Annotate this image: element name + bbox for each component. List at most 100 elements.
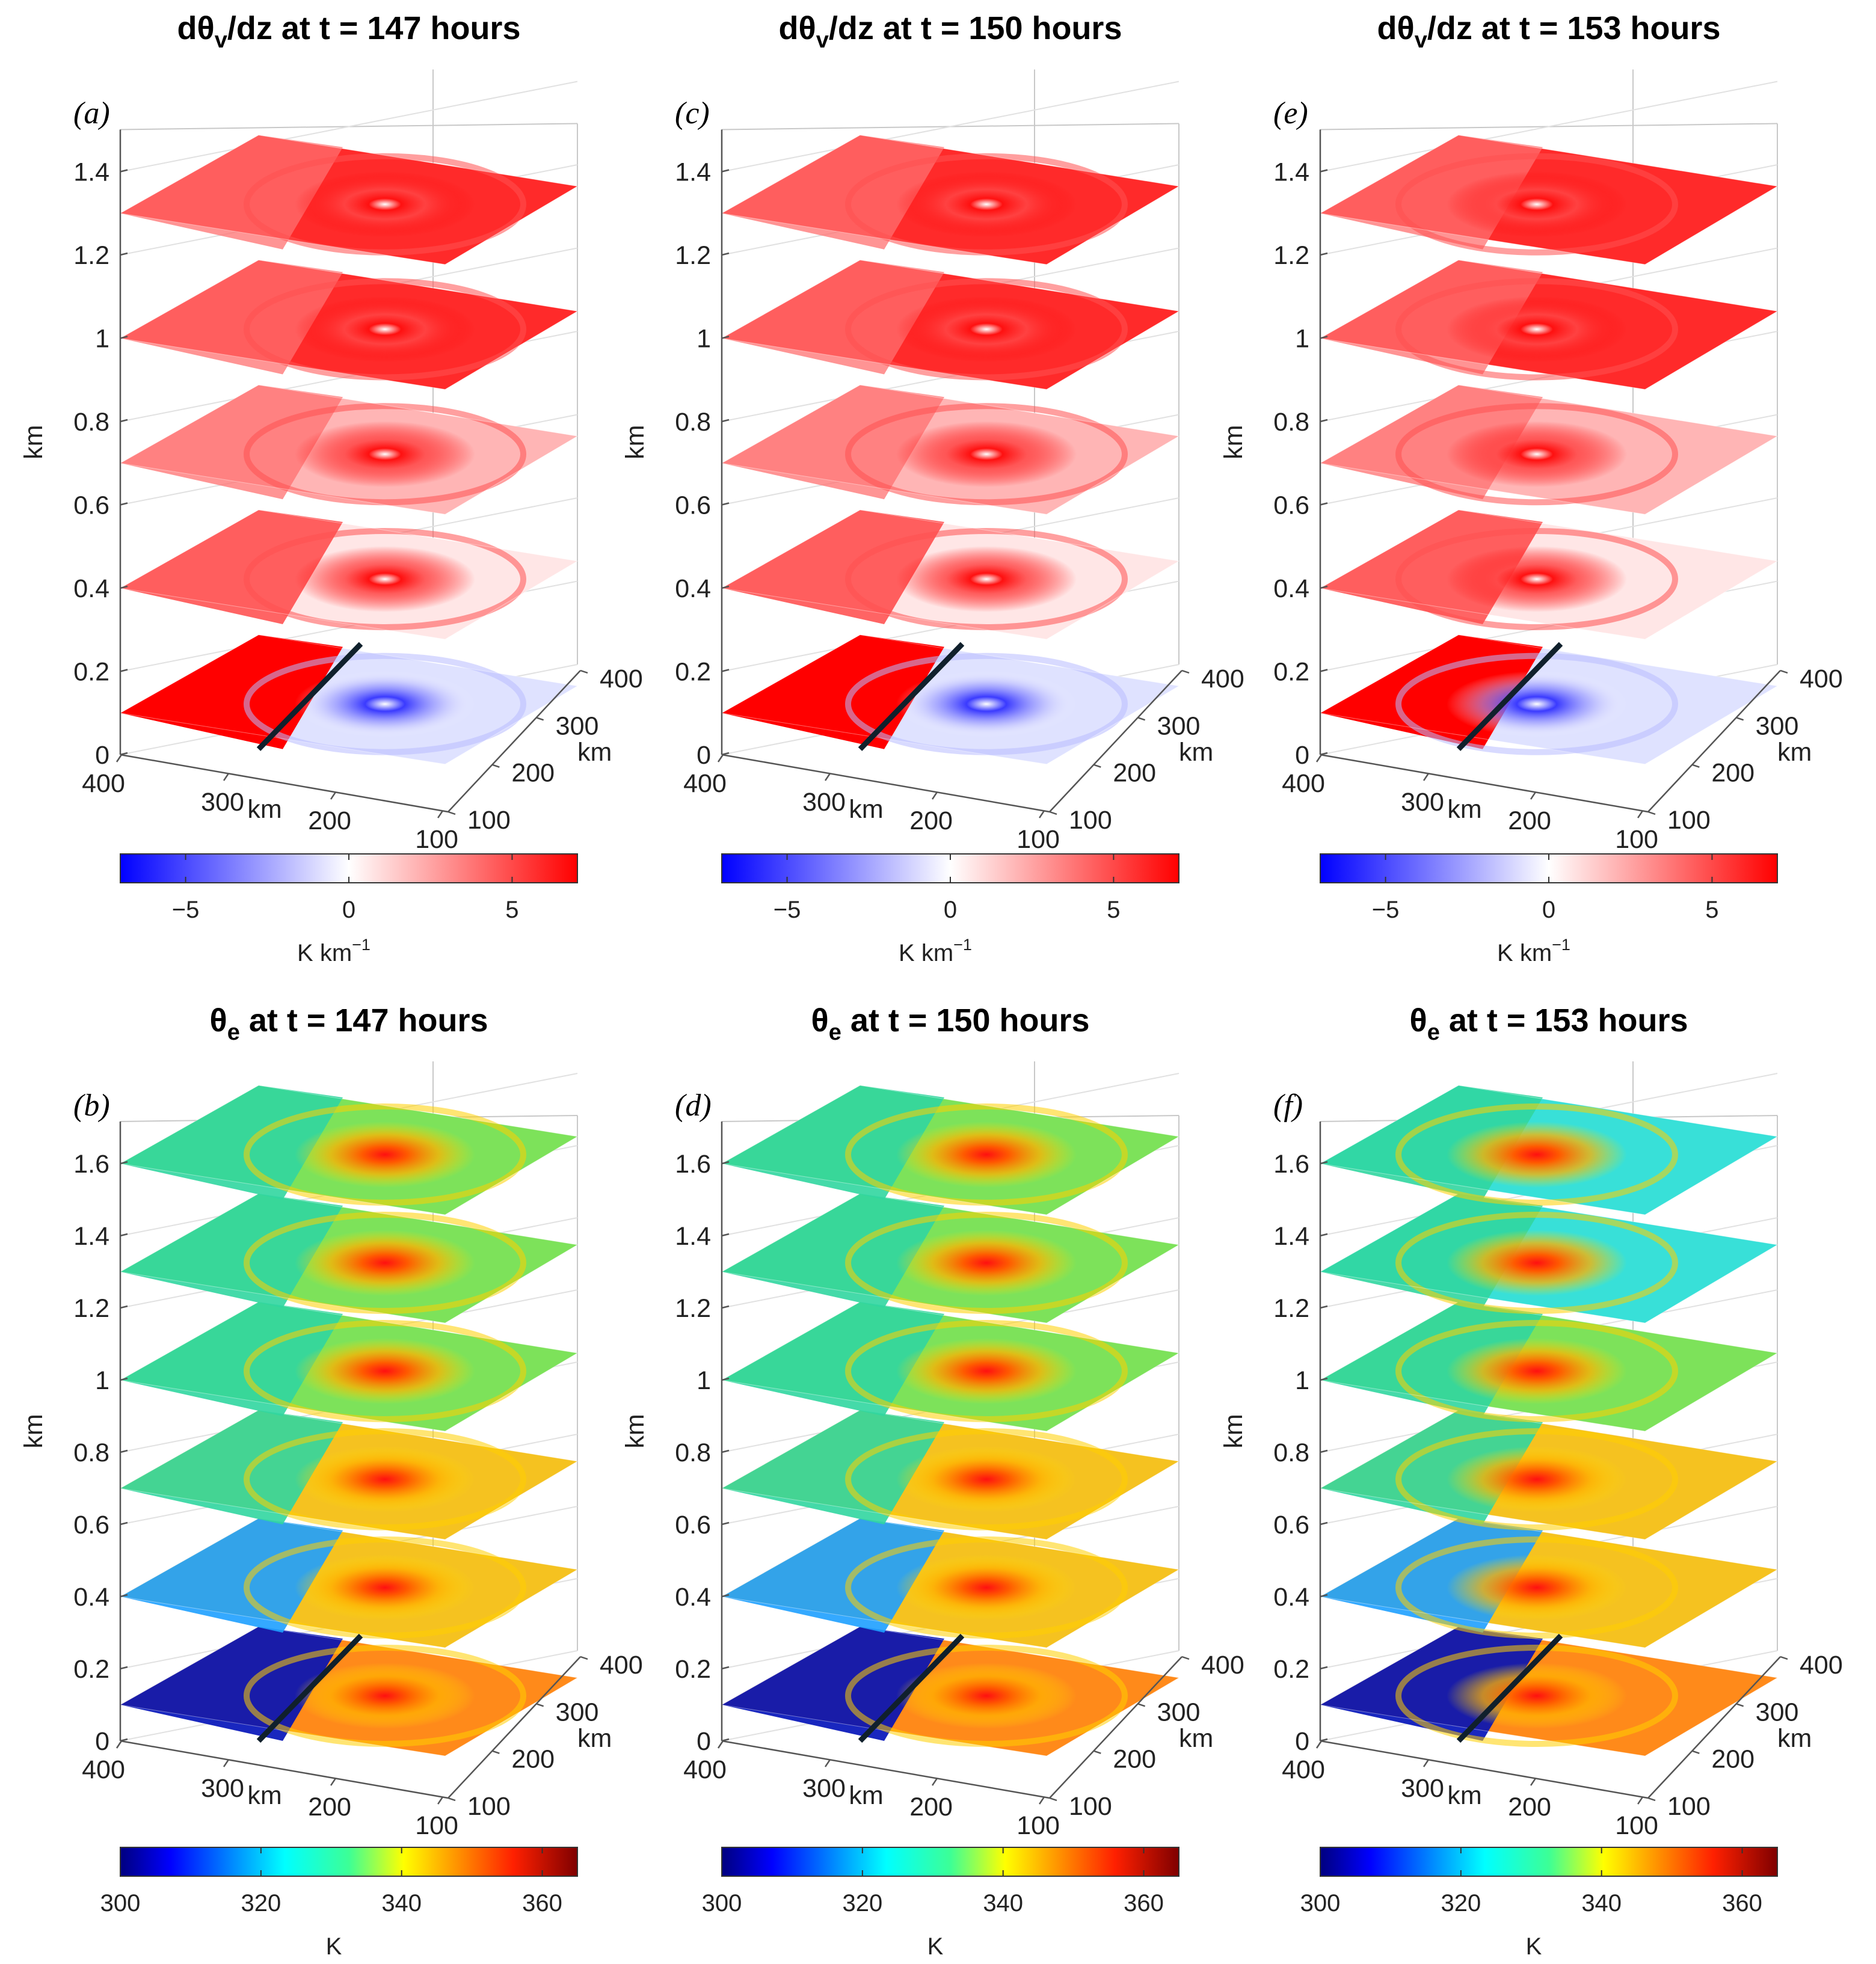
slice-1.3km <box>119 1193 579 1324</box>
x-tick-label: 400 <box>1282 769 1325 798</box>
slice-1.3km <box>1319 1193 1779 1324</box>
z-tick-label: 0.8 <box>73 408 109 437</box>
z-tick-label: 0 <box>697 741 711 770</box>
y-tick-label: 400 <box>600 1651 643 1680</box>
colorbar-tick-label: 320 <box>842 1890 882 1916</box>
vortex-core <box>295 421 475 488</box>
slice-1km <box>119 259 579 390</box>
vortex-core <box>1447 171 1627 238</box>
spiral-band <box>1395 1536 1678 1639</box>
slice-1.6km <box>1319 1085 1779 1215</box>
colorbar-tick-label: 320 <box>241 1890 281 1916</box>
y-tick-label: 200 <box>1113 759 1156 788</box>
slice-sector <box>120 385 343 500</box>
slice-0.7km <box>119 1410 579 1540</box>
y-tick-label: 400 <box>1201 664 1244 693</box>
z-tick-label: 0 <box>1295 1727 1309 1756</box>
panel-letter: (f) <box>1273 1088 1303 1123</box>
z-tick-label: 1 <box>697 1366 711 1395</box>
z-tick-label: 1.4 <box>675 158 711 187</box>
z-tick-label: 0.8 <box>73 1438 109 1467</box>
spiral-band <box>845 403 1128 506</box>
slices <box>1319 135 1779 765</box>
spiral-band <box>244 1212 526 1314</box>
spiral-band <box>1395 278 1678 381</box>
slice-sector <box>722 1302 944 1416</box>
slice-1.6km <box>721 1085 1180 1215</box>
spiral-band <box>244 1645 526 1747</box>
spiral-band <box>1395 652 1678 755</box>
z-tick-label: 0.6 <box>73 491 109 520</box>
y-axis-label: km <box>1777 738 1812 767</box>
spiral-band <box>1395 1103 1678 1206</box>
x-tick-label: 100 <box>415 1811 458 1840</box>
panel-letter: (a) <box>73 96 110 130</box>
slice-0.4km <box>721 509 1180 640</box>
slice-0.1km <box>721 1626 1180 1757</box>
vortex-core <box>1447 1338 1627 1404</box>
y-axis-label: km <box>1179 1724 1213 1753</box>
colorbar: −5 0 5 K km−1 <box>120 853 578 966</box>
cross-section-line <box>256 642 363 751</box>
panel-letter: (e) <box>1273 96 1308 130</box>
vortex-core <box>295 1663 475 1729</box>
slice-0.7km <box>1319 1410 1779 1540</box>
spiral-band <box>244 1320 526 1422</box>
colorbar: 300 320 340 360 K <box>100 1847 578 1960</box>
panel-letter: (d) <box>675 1088 712 1123</box>
y-tick-label: 100 <box>1069 806 1112 835</box>
slice-1km <box>119 1301 579 1432</box>
spiral-band <box>845 1645 1128 1747</box>
spiral-band <box>244 153 526 256</box>
slices <box>721 1085 1180 1757</box>
slice-0.4km <box>1319 1518 1779 1648</box>
y-axis-label: km <box>577 738 612 767</box>
x-tick-label: 400 <box>1282 1755 1325 1784</box>
slice-sector <box>120 1410 343 1524</box>
z-tick-label: 0.8 <box>1273 408 1309 437</box>
x-tick-label: 100 <box>415 825 458 854</box>
z-tick-label: 0.4 <box>1273 1583 1309 1612</box>
z-tick-label: 0 <box>697 1727 711 1756</box>
slice-0.4km <box>1319 509 1779 640</box>
x-axis-label: km <box>849 1781 883 1810</box>
y-tick-label: 300 <box>1756 1698 1799 1726</box>
spiral-band <box>244 652 526 755</box>
y-tick-label: 300 <box>1756 711 1799 740</box>
z-axis-label: km <box>1219 1414 1248 1448</box>
vortex-core <box>295 1338 475 1404</box>
slice-1km <box>721 259 1180 390</box>
spiral-band <box>1395 153 1678 256</box>
z-axis: 0 0.2 0.4 0.6 0.8 1 1.2 1.4 1.6 km <box>19 1122 128 1756</box>
colorbar-label: K km−1 <box>1497 936 1570 966</box>
z-tick-label: 0 <box>1295 741 1309 770</box>
z-tick-label: 1 <box>95 325 109 354</box>
spiral-band <box>845 1428 1128 1530</box>
spiral-band <box>1395 1428 1678 1530</box>
vortex-core <box>896 1230 1077 1296</box>
z-tick-label: 1.6 <box>73 1150 109 1179</box>
colorbar-tick-label: 300 <box>100 1890 141 1916</box>
x-tick-label: 200 <box>909 1793 953 1821</box>
panel-title: dθv/dz at t = 147 hours <box>177 10 521 53</box>
x-tick-label: 200 <box>308 806 351 835</box>
x-tick-label: 100 <box>1615 825 1658 854</box>
y-tick-label: 400 <box>1201 1651 1244 1680</box>
z-tick-label: 0.8 <box>1273 1438 1309 1467</box>
vortex-core <box>1447 1122 1627 1188</box>
z-tick-label: 0.8 <box>675 408 711 437</box>
z-tick-label: 0.2 <box>675 1655 711 1684</box>
x-tick-label: 300 <box>1401 1774 1444 1803</box>
z-tick-label: 1.2 <box>675 1294 711 1323</box>
vortex-core <box>295 546 475 612</box>
spiral-band <box>1395 1320 1678 1422</box>
spiral-band <box>244 1103 526 1206</box>
panel-e: dθv/dz at t = 153 hours (e) 0 0.2 0.4 0.6 0.8 1… <box>1219 10 1843 966</box>
z-tick-label: 1 <box>1295 1366 1309 1395</box>
z-tick-label: 0.6 <box>675 491 711 520</box>
panel-title: θe at t = 147 hours <box>210 1002 488 1045</box>
vortex-core <box>295 671 475 737</box>
